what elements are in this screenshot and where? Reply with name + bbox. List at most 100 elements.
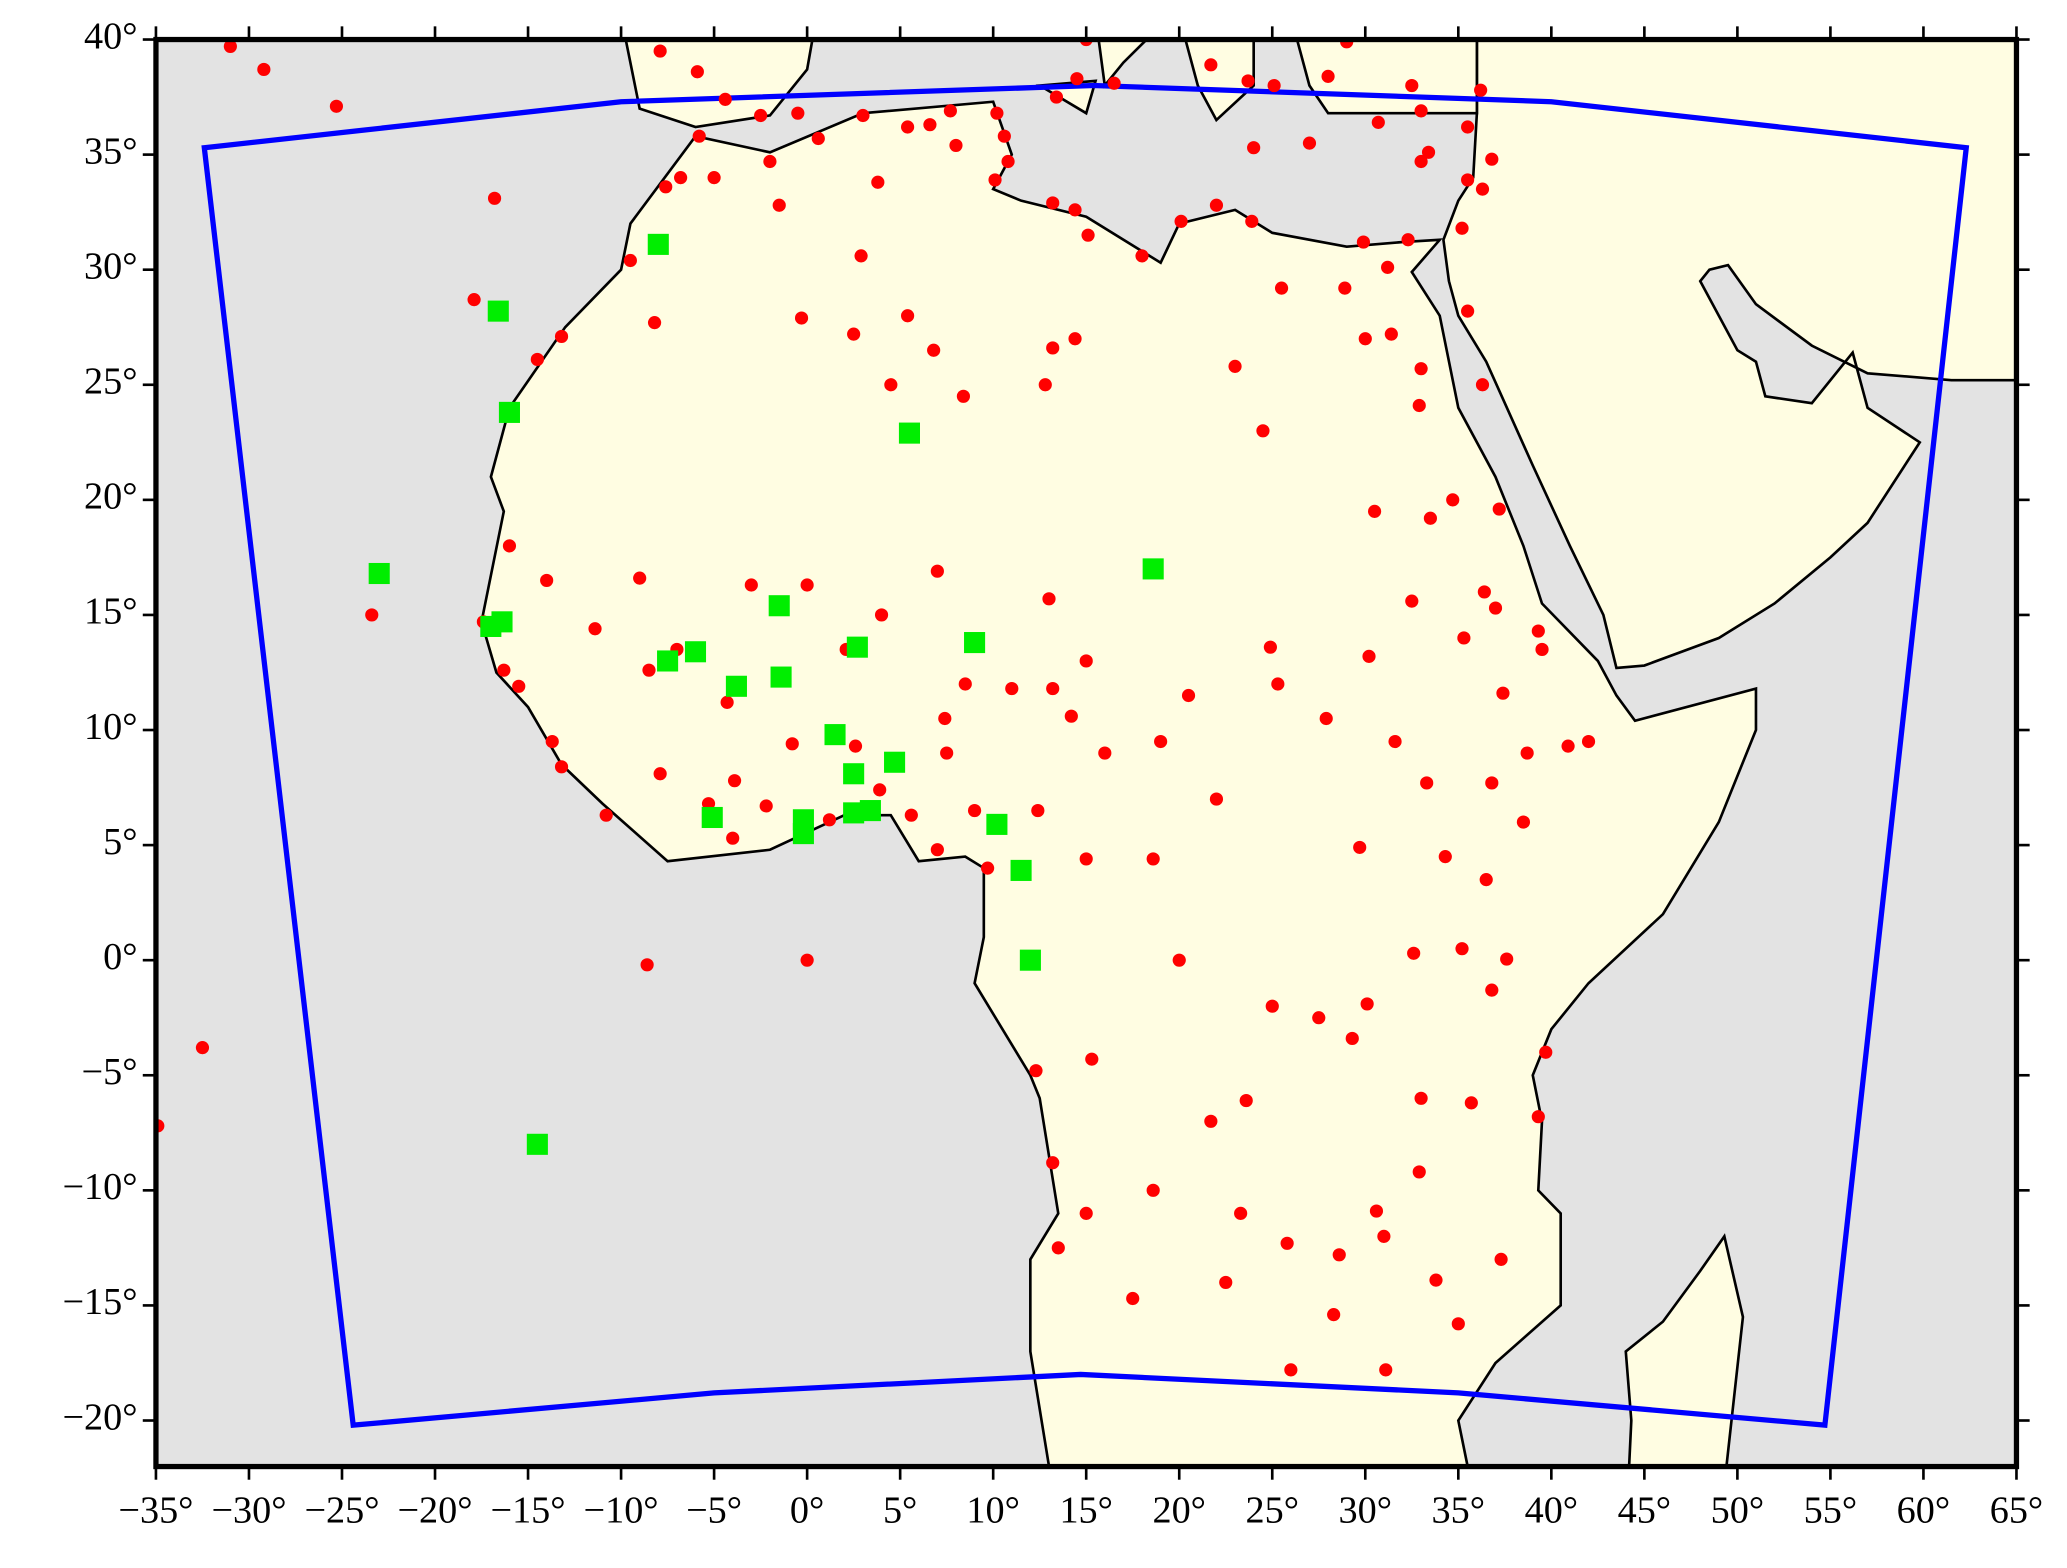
station-dot xyxy=(545,734,559,749)
station-dot xyxy=(599,808,613,822)
station-square xyxy=(657,650,679,672)
station-dot xyxy=(530,352,544,367)
y-tick-label: 5° xyxy=(103,821,137,863)
station-dot xyxy=(811,131,825,146)
station-dot xyxy=(981,861,995,875)
station-dot xyxy=(822,813,837,827)
station-dot xyxy=(1561,739,1575,753)
station-dot xyxy=(763,154,777,169)
station-dot xyxy=(1358,332,1372,346)
station-dot xyxy=(800,953,814,967)
y-tick-label: 30° xyxy=(84,245,137,287)
station-dot xyxy=(1046,1156,1060,1170)
station-dot xyxy=(1146,852,1160,866)
station-dot xyxy=(930,564,944,578)
station-dot xyxy=(1371,115,1385,129)
station-square xyxy=(824,724,846,746)
station-dot xyxy=(1256,424,1270,438)
station-dot xyxy=(1332,1248,1346,1262)
station-dot xyxy=(785,737,799,751)
station-dot xyxy=(1126,1291,1140,1306)
station-dot xyxy=(956,389,970,403)
station-dot xyxy=(1079,654,1093,668)
station-dot xyxy=(1461,120,1475,134)
station-dot xyxy=(1474,83,1488,97)
station-square xyxy=(843,763,865,785)
station-dot xyxy=(1031,803,1045,818)
station-dot xyxy=(1477,585,1491,599)
station-dot xyxy=(653,767,667,781)
y-tick-label: 15° xyxy=(84,591,137,633)
x-tick-label: 15° xyxy=(1059,1490,1112,1532)
station-dot xyxy=(873,783,887,797)
station-dot xyxy=(1384,327,1398,341)
landmass xyxy=(1442,39,2017,670)
station-dot xyxy=(1429,1273,1443,1287)
station-dot xyxy=(1475,182,1490,196)
station-dot xyxy=(1302,136,1317,150)
station-dot xyxy=(195,1041,210,1055)
station-dot xyxy=(1369,1204,1384,1218)
station-dot xyxy=(1421,145,1436,159)
station-dot xyxy=(1079,852,1093,866)
station-square xyxy=(986,813,1008,835)
x-tick-label: 25° xyxy=(1246,1490,1299,1532)
station-dot xyxy=(1263,640,1277,654)
x-tick-label: 10° xyxy=(966,1490,1019,1532)
station-dot xyxy=(1247,141,1261,155)
station-dot xyxy=(1461,173,1475,187)
station-dot xyxy=(512,679,526,693)
station-dot xyxy=(1414,154,1428,169)
station-dot xyxy=(642,663,656,677)
station-dot xyxy=(1520,746,1534,760)
station-dot xyxy=(901,309,915,323)
station-dot xyxy=(1446,493,1460,507)
station-dot xyxy=(1475,378,1490,392)
station-square xyxy=(792,823,814,845)
station-dot xyxy=(1500,952,1514,966)
station-dot xyxy=(487,191,502,205)
landmass xyxy=(480,100,1758,1467)
axes: −35° −30° −25° −20° −15° −10° −5° 0° 5° 10° 15° 20°… xyxy=(62,15,2043,1531)
station-dot xyxy=(744,578,758,592)
station-dot xyxy=(1535,642,1549,657)
station-dot xyxy=(647,316,662,330)
station-dot xyxy=(847,327,861,341)
station-square xyxy=(647,233,669,255)
station-dot xyxy=(1049,90,1064,104)
station-dot xyxy=(1068,332,1082,346)
station-dot xyxy=(1174,214,1188,228)
station-dot xyxy=(1038,378,1052,392)
station-dot xyxy=(659,180,673,194)
station-dot xyxy=(904,808,918,822)
x-tick-label: −35° xyxy=(118,1490,193,1532)
station-dot xyxy=(1455,221,1469,235)
x-tick-label: −30° xyxy=(211,1490,286,1532)
station-dot xyxy=(1064,709,1078,723)
station-square xyxy=(768,595,790,617)
station-dot xyxy=(718,92,732,106)
station-dot xyxy=(1204,1114,1218,1128)
station-dot xyxy=(223,39,237,54)
x-tick-label: 45° xyxy=(1618,1490,1671,1532)
station-dot xyxy=(1405,594,1419,608)
station-dot xyxy=(997,129,1011,143)
x-tick-label: 60° xyxy=(1897,1490,1950,1532)
station-dot xyxy=(726,831,740,845)
station-dot xyxy=(727,774,742,788)
station-dot xyxy=(884,378,898,392)
x-tick-label: 55° xyxy=(1804,1490,1857,1532)
station-dot xyxy=(1362,649,1376,663)
landmass xyxy=(1184,39,1255,123)
station-dot xyxy=(1228,359,1242,373)
station-dot xyxy=(1001,154,1015,169)
y-tick-label: −10° xyxy=(62,1166,137,1208)
station-dot xyxy=(1414,362,1428,376)
station-dot xyxy=(1356,235,1371,249)
station-dot xyxy=(1581,734,1596,749)
station-dot xyxy=(772,198,786,212)
station-dot xyxy=(856,108,870,123)
station-dot xyxy=(754,108,768,123)
landmass xyxy=(624,39,814,129)
y-tick-label: 0° xyxy=(103,936,137,978)
